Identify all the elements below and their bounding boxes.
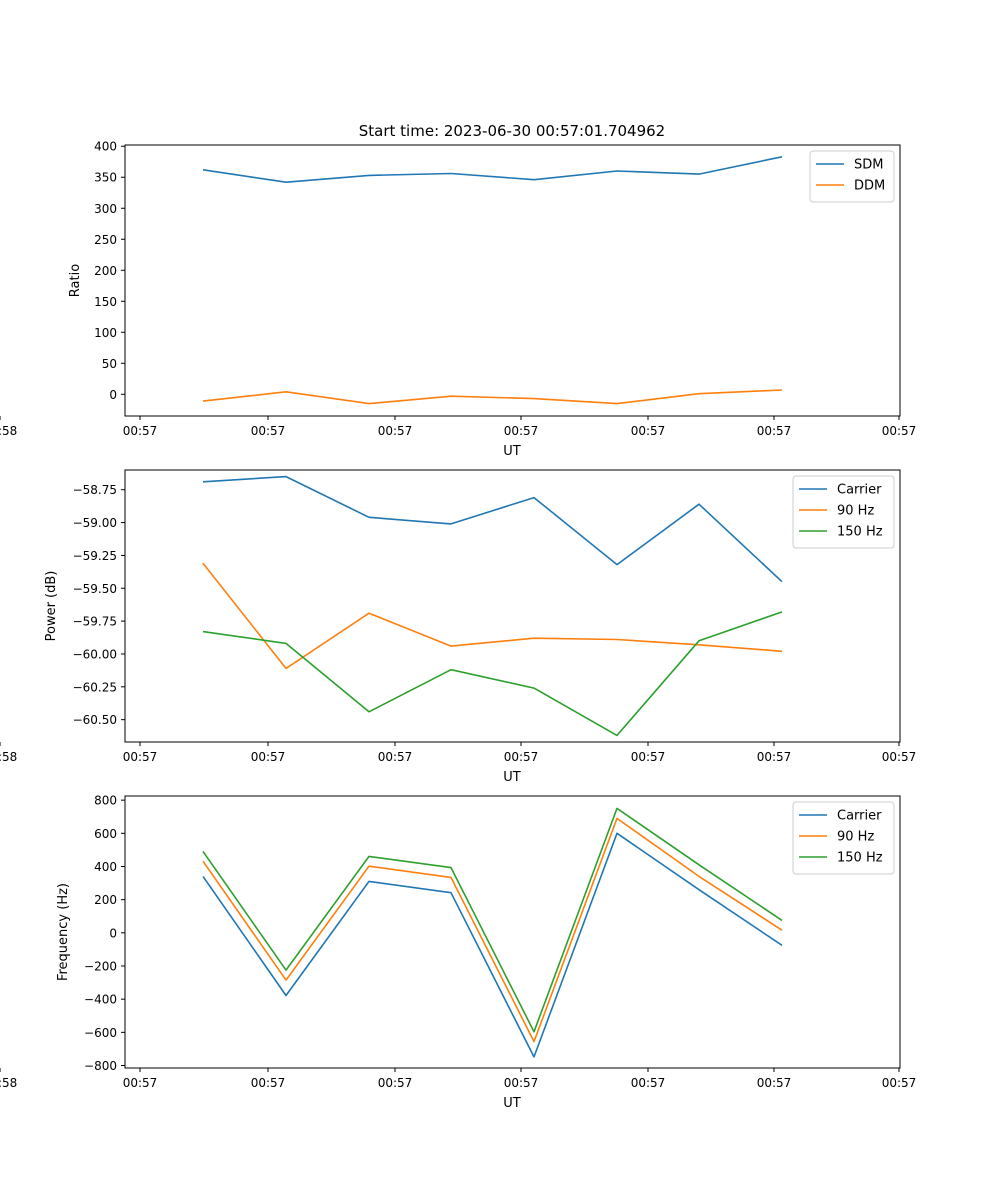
legend-entry-label: DDM <box>854 179 885 194</box>
legend: Carrier 90 Hz 150 Hz <box>792 801 895 875</box>
legend: SDM DDM <box>809 150 895 203</box>
y-tick-label: 250 <box>94 233 117 247</box>
y-tick-label: −60.50 <box>73 713 117 727</box>
x-axis-label: UT <box>503 1096 521 1111</box>
chart-panel-1: 00:57 00:57 00:57 00:57 00:57 00:57 00:57 00:58… <box>0 140 916 459</box>
y-tick-label: −59.75 <box>73 615 117 629</box>
y-tick-label: 0 <box>109 388 117 402</box>
x-tick-label: 00:57 <box>631 750 666 764</box>
y-tick-label: 100 <box>94 326 117 340</box>
series-line-sdm <box>202 156 783 183</box>
plot-area-frame <box>124 795 901 1069</box>
y-tick-label: −200 <box>84 960 117 974</box>
y-tick-label: 0 <box>109 926 117 940</box>
figure-title: Start time: 2023-06-30 00:57:01.704962 <box>359 122 665 140</box>
y-tick-label: 50 <box>102 357 117 371</box>
x-tick-label: 00:57 <box>378 424 413 438</box>
series-line-90-hz <box>202 817 783 1043</box>
y-axis-label: Frequency (Hz) <box>56 883 71 981</box>
x-tick-label: 00:57 <box>504 424 539 438</box>
x-tick-label: 00:58 <box>0 1076 17 1090</box>
x-tick-label: 00:57 <box>251 1076 286 1090</box>
y-tick-label: 600 <box>94 827 117 841</box>
x-axis-label: UT <box>503 770 521 785</box>
series-line-150-hz <box>202 807 783 1033</box>
chart-panel-3: 00:57 00:57 00:57 00:57 00:57 00:57 00:57 00:58… <box>0 794 916 1111</box>
legend-entry-label: 90 Hz <box>837 504 874 519</box>
y-tick-label: −60.00 <box>73 647 117 661</box>
x-tick-label: 00:57 <box>631 1076 666 1090</box>
legend: Carrier 90 Hz 150 Hz <box>792 475 895 549</box>
legend-entry-label: Carrier <box>837 483 882 498</box>
y-tick-label: 300 <box>94 202 117 216</box>
series-line-90-hz <box>202 562 783 670</box>
x-tick-label: 00:57 <box>504 1076 539 1090</box>
x-tick-label: 00:57 <box>123 424 158 438</box>
x-tick-label: 00:57 <box>378 750 413 764</box>
chart-panel-2: 00:57 00:57 00:57 00:57 00:57 00:57 00:57 00:58… <box>0 469 917 785</box>
y-axis-label: Ratio <box>68 264 83 297</box>
series-line-carrier <box>202 475 783 583</box>
x-tick-label: 00:57 <box>757 750 792 764</box>
legend-entry-label: 150 Hz <box>837 851 883 866</box>
y-tick-label: 800 <box>94 794 117 808</box>
y-tick-label: −59.25 <box>73 549 117 563</box>
y-tick-label: 200 <box>94 893 117 907</box>
y-axis-label: Power (dB) <box>44 571 59 642</box>
y-tick-label: −600 <box>84 1026 117 1040</box>
y-tick-label: 200 <box>94 264 117 278</box>
x-tick-label: 00:58 <box>0 750 17 764</box>
x-tick-label: 00:57 <box>378 1076 413 1090</box>
series-line-150-hz <box>202 611 783 737</box>
legend-entry-label: 150 Hz <box>837 525 883 540</box>
series-line-ddm <box>202 389 783 405</box>
y-tick-label: −60.25 <box>73 680 117 694</box>
y-tick-label: 400 <box>94 140 117 154</box>
x-tick-label: 00:57 <box>757 1076 792 1090</box>
y-tick-label: −59.00 <box>73 516 117 530</box>
y-tick-label: 150 <box>94 295 117 309</box>
series-line-carrier <box>202 832 783 1058</box>
x-tick-label: 00:57 <box>504 750 539 764</box>
y-tick-label: −59.50 <box>73 582 117 596</box>
y-tick-label: −58.75 <box>73 483 117 497</box>
x-tick-label: 00:57 <box>882 424 917 438</box>
x-tick-label: 00:57 <box>123 1076 158 1090</box>
x-tick-label: 00:57 <box>251 750 286 764</box>
x-tick-label: 00:57 <box>123 750 158 764</box>
x-tick-label: 00:57 <box>882 1076 917 1090</box>
legend-entry-label: SDM <box>854 158 883 173</box>
x-tick-label: 00:58 <box>0 424 17 438</box>
legend-entry-label: Carrier <box>837 809 882 824</box>
legend-box <box>792 475 895 549</box>
y-tick-label: 400 <box>94 860 117 874</box>
x-tick-label: 00:57 <box>251 424 286 438</box>
x-tick-label: 00:57 <box>882 750 917 764</box>
y-tick-label: 350 <box>94 171 117 185</box>
y-tick-label: −800 <box>84 1059 117 1073</box>
x-axis-label: UT <box>503 444 521 459</box>
plot-area-frame <box>124 469 901 743</box>
x-tick-label: 00:57 <box>631 424 666 438</box>
legend-box <box>792 801 895 875</box>
legend-entry-label: 90 Hz <box>837 830 874 845</box>
plot-area-frame <box>124 144 901 417</box>
y-tick-label: −400 <box>84 993 117 1007</box>
x-tick-label: 00:57 <box>757 424 792 438</box>
